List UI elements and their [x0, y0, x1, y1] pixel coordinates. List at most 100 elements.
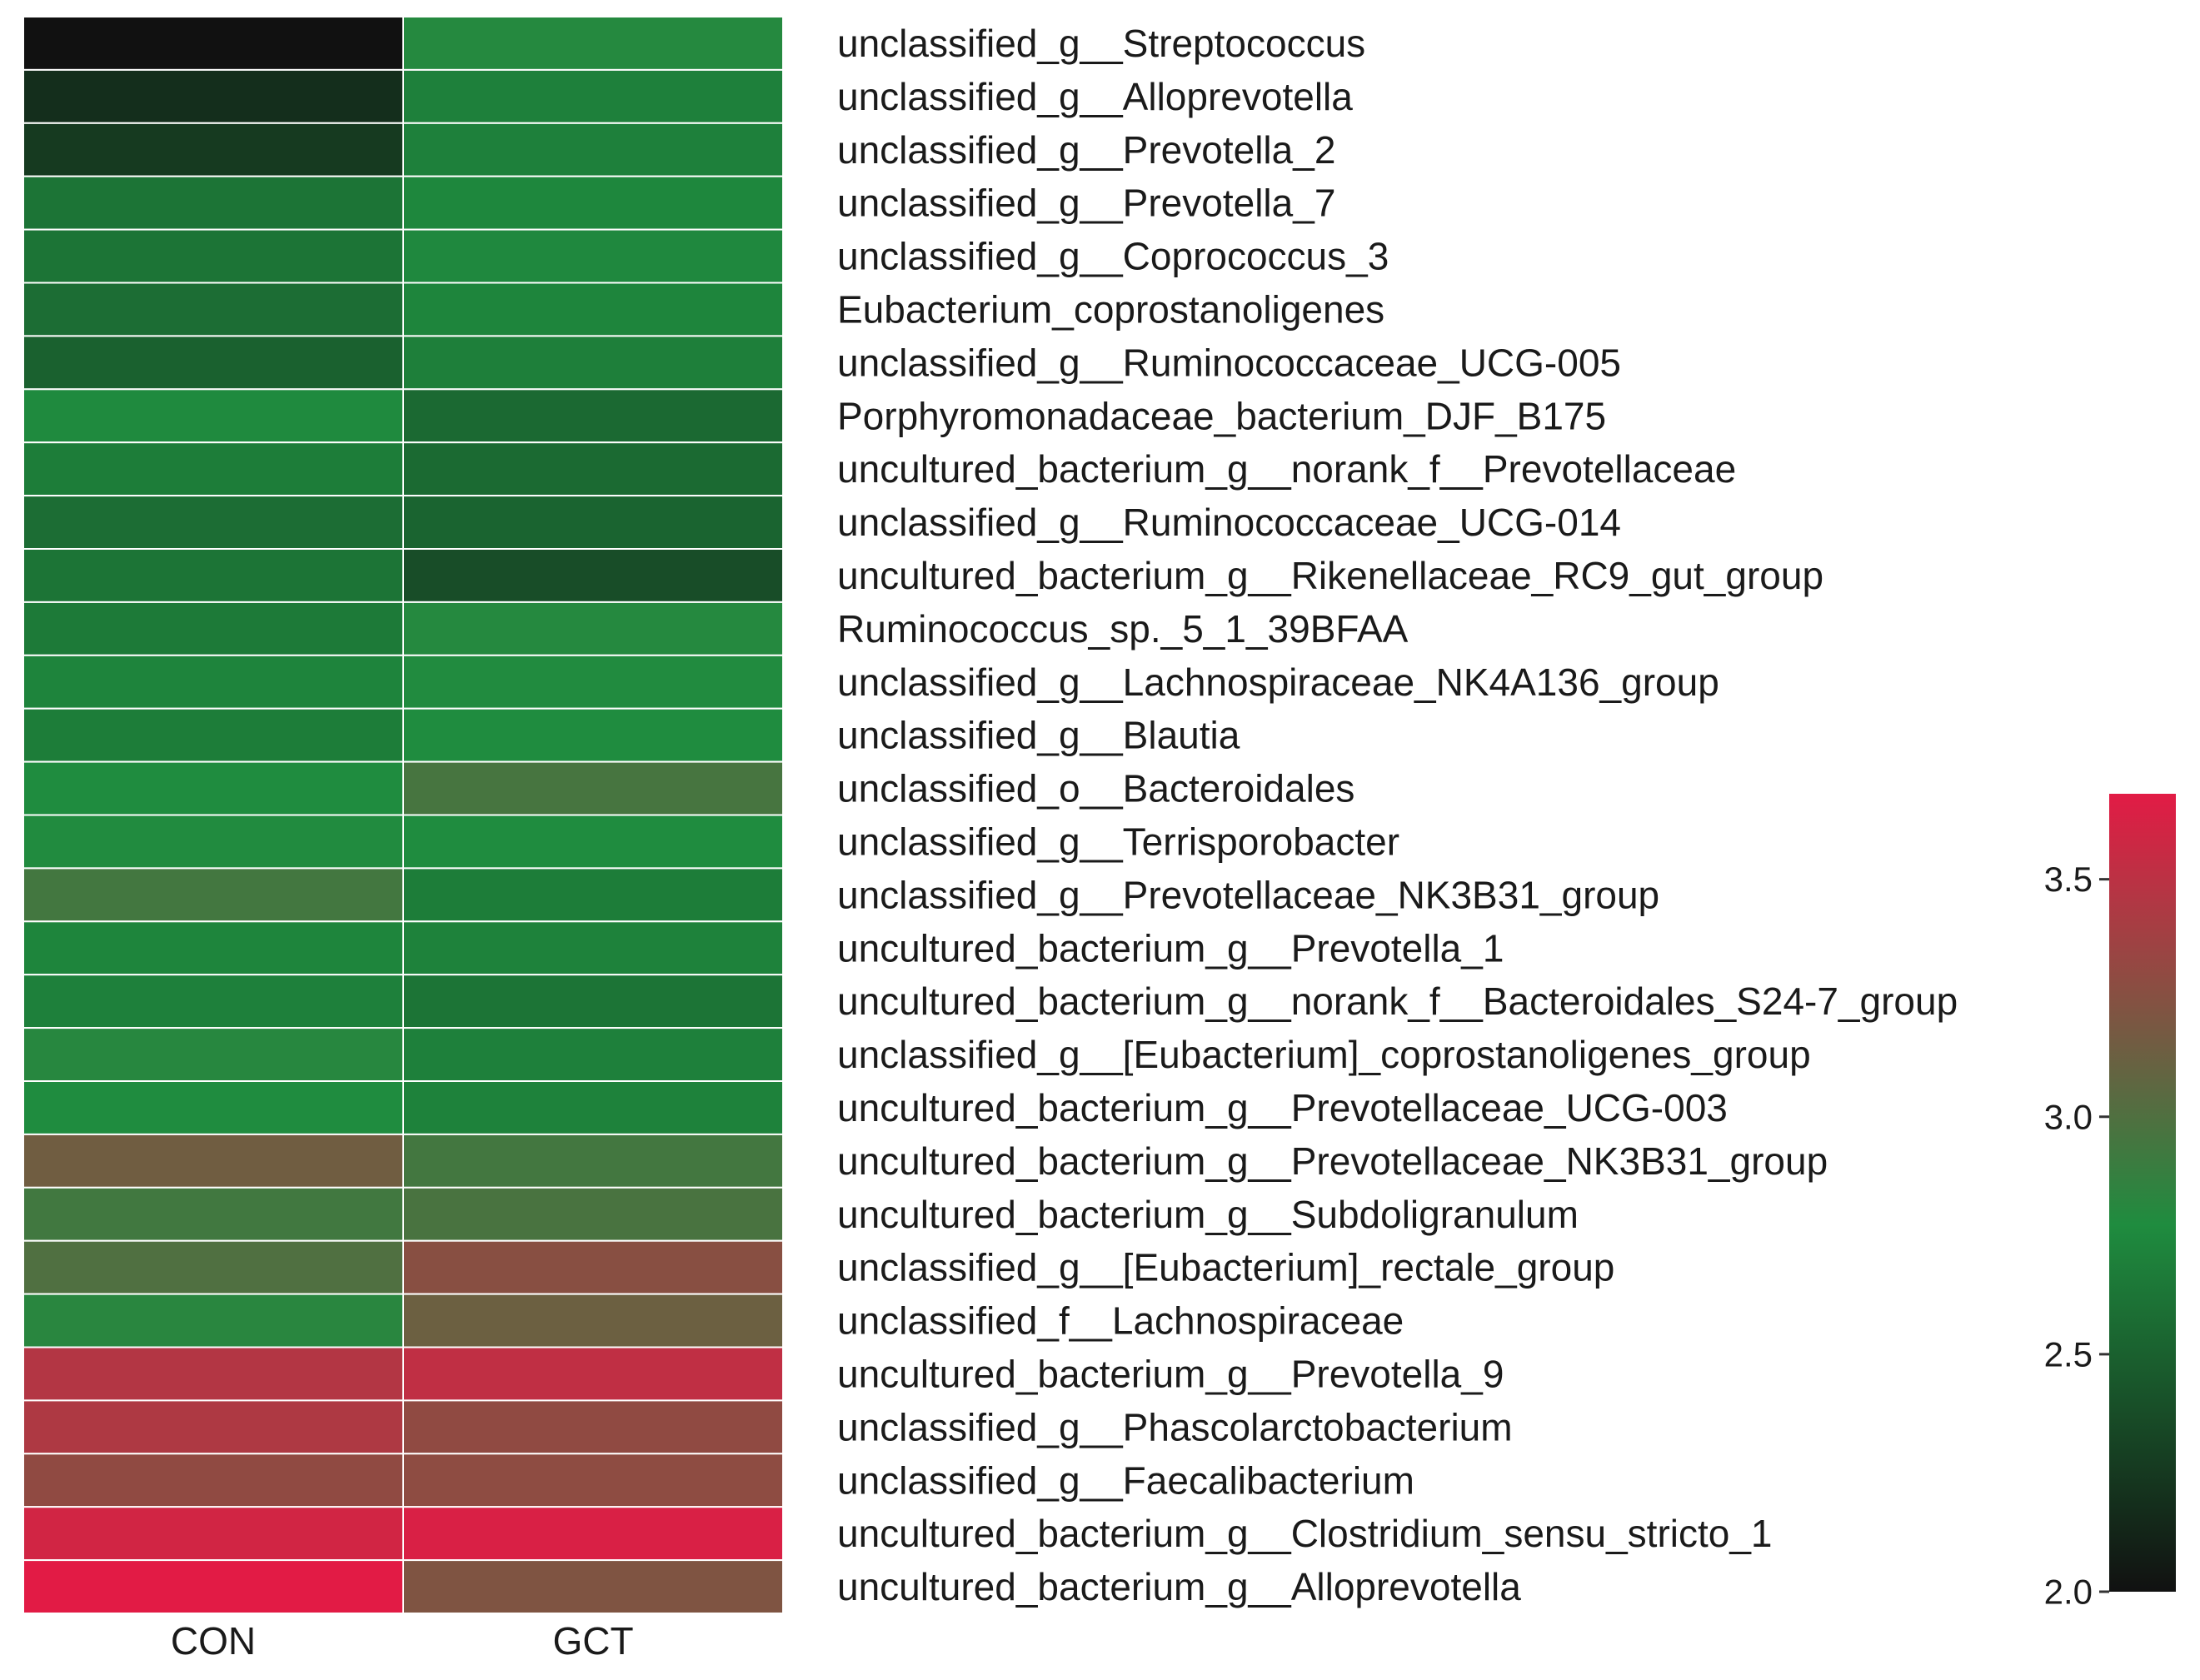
heatmap-cell-gct-row-6 — [402, 282, 784, 337]
heatmap-cell-con-row-19 — [22, 974, 404, 1029]
heatmap-cell-gct-row-16 — [402, 814, 784, 870]
heatmap-cell-gct-row-1 — [402, 16, 784, 71]
row-label: unclassified_g__Ruminococcaceae_UCG-005 — [837, 341, 1621, 384]
row-label: Porphyromonadaceae_bacterium_DJF_B175 — [837, 394, 1606, 437]
heatmap-cell-con-row-1 — [22, 16, 404, 71]
row-label: unclassified_g__Terrisporobacter — [837, 820, 1399, 863]
heatmap-cell-con-row-5 — [22, 228, 404, 284]
row-label: unclassified_g__Streptococcus — [837, 22, 1365, 65]
heatmap-cell-gct-row-18 — [402, 920, 784, 976]
row-label: unclassified_o__Bacteroidales — [837, 767, 1354, 810]
heatmap-cell-con-row-16 — [22, 814, 404, 870]
row-label: unclassified_g__Faecalibacterium — [837, 1458, 1414, 1502]
heatmap-cell-gct-row-12 — [402, 601, 784, 656]
heatmap-cell-gct-row-25 — [402, 1293, 784, 1348]
heatmap-cell-con-row-3 — [22, 122, 404, 177]
heatmap-cell-con-row-26 — [22, 1346, 404, 1402]
heatmap-cell-gct-row-26 — [402, 1346, 784, 1402]
heatmap-cell-con-row-2 — [22, 68, 404, 124]
row-label: unclassified_g__Alloprevotella — [837, 75, 1353, 118]
row-label: unclassified_g__Prevotella_7 — [837, 182, 1335, 225]
heatmap-cell-con-row-12 — [22, 601, 404, 656]
colorbar-tick-label: 3.5 — [2044, 860, 2093, 899]
row-label: uncultured_bacterium_g__Alloprevotella — [837, 1565, 1521, 1608]
row-label: unclassified_g__Lachnospiraceae_NK4A136_… — [837, 661, 1719, 704]
heatmap-cell-con-row-23 — [22, 1186, 404, 1242]
colorbar: 2.0 2.5 3.0 3.5 — [2044, 794, 2176, 1612]
heatmap-cell-gct-row-7 — [402, 335, 784, 391]
heatmap-cell-con-row-11 — [22, 548, 404, 603]
row-label: unclassified_g__Prevotella_2 — [837, 128, 1335, 172]
row-label: unclassified_f__Lachnospiraceae — [837, 1299, 1404, 1343]
row-label: uncultured_bacterium_g__Prevotellaceae_U… — [837, 1086, 1728, 1129]
row-label: unclassified_g__[Eubacterium]_rectale_gr… — [837, 1246, 1614, 1289]
column-label-con: CON — [171, 1619, 256, 1663]
column-labels: CON GCT — [171, 1619, 634, 1663]
row-label: uncultured_bacterium_g__Prevotella_9 — [837, 1352, 1504, 1395]
heatmap-cell-con-row-29 — [22, 1506, 404, 1562]
row-label: uncultured_bacterium_g__Clostridium_sens… — [837, 1512, 1773, 1555]
heatmap-cell-con-row-15 — [22, 760, 404, 816]
heatmap-cell-gct-row-20 — [402, 1027, 784, 1082]
row-label: uncultured_bacterium_g__Rikenellaceae_RC… — [837, 554, 1823, 597]
row-labels: unclassified_g__Streptococcus unclassifie… — [837, 22, 1958, 1608]
heatmap-cell-gct-row-11 — [402, 548, 784, 603]
heatmap-cell-gct-row-13 — [402, 654, 784, 710]
heatmap-cell-con-row-25 — [22, 1293, 404, 1348]
row-label: unclassified_g__Coprococcus_3 — [837, 235, 1389, 278]
row-label: unclassified_g__Blautia — [837, 714, 1240, 757]
heatmap-cell-con-row-6 — [22, 282, 404, 337]
heatmap-cell-con-row-18 — [22, 920, 404, 976]
column-label-gct: GCT — [552, 1619, 633, 1663]
colorbar-tick-label: 2.0 — [2044, 1573, 2093, 1612]
row-label: uncultured_bacterium_g__Prevotella_1 — [837, 926, 1504, 970]
heatmap-cell-con-row-4 — [22, 175, 404, 231]
heatmap-cell-gct-row-10 — [402, 495, 784, 550]
row-label: unclassified_g__Ruminococcaceae_UCG-014 — [837, 501, 1621, 544]
heatmap-cell-con-row-27 — [22, 1399, 404, 1455]
heatmap-cell-gct-row-3 — [402, 122, 784, 177]
heatmap-cell-gct-row-2 — [402, 68, 784, 124]
heatmap-cell-gct-row-4 — [402, 175, 784, 231]
row-label: uncultured_bacterium_g__Subdoligranulum — [837, 1193, 1579, 1236]
heatmap-cell-gct-row-8 — [402, 388, 784, 444]
heatmap-cell-gct-row-17 — [402, 867, 784, 923]
heatmap-cell-gct-row-19 — [402, 974, 784, 1029]
heatmap-cell-con-row-30 — [22, 1559, 404, 1614]
colorbar-ticks: 2.0 2.5 3.0 3.5 — [2044, 860, 2109, 1612]
heatmap-cell-con-row-17 — [22, 867, 404, 923]
row-label: Ruminococcus_sp._5_1_39BFAA — [837, 607, 1409, 651]
heatmap-cell-gct-row-28 — [402, 1453, 784, 1508]
heatmap-cell-con-row-9 — [22, 441, 404, 497]
heatmap-cell-con-row-28 — [22, 1453, 404, 1508]
heatmap-cell-gct-row-24 — [402, 1239, 784, 1295]
heatmap-cell-con-row-13 — [22, 654, 404, 710]
heatmap-cell-gct-row-23 — [402, 1186, 784, 1242]
heatmap-cells — [22, 16, 784, 1614]
heatmap-cell-gct-row-14 — [402, 707, 784, 763]
heatmap-cell-con-row-24 — [22, 1239, 404, 1295]
row-label: unclassified_g__Prevotellaceae_NK3B31_gr… — [837, 873, 1659, 916]
heatmap-cell-gct-row-27 — [402, 1399, 784, 1455]
heatmap-cell-con-row-21 — [22, 1080, 404, 1135]
heatmap-cell-gct-row-21 — [402, 1080, 784, 1135]
heatmap-cell-con-row-20 — [22, 1027, 404, 1082]
heatmap-cell-gct-row-9 — [402, 441, 784, 497]
heatmap-cell-gct-row-30 — [402, 1559, 784, 1614]
heatmap-cell-con-row-22 — [22, 1133, 404, 1189]
row-label: unclassified_g__Phascolarctobacterium — [837, 1405, 1513, 1448]
heatmap-cell-con-row-8 — [22, 388, 404, 444]
colorbar-scale — [2109, 794, 2176, 1592]
row-label: uncultured_bacterium_g__Prevotellaceae_N… — [837, 1139, 1828, 1183]
row-label: unclassified_g__[Eubacterium]_coprostano… — [837, 1033, 1811, 1076]
row-label: Eubacterium_coprostanoligenes — [837, 287, 1384, 331]
colorbar-tick-label: 3.0 — [2044, 1097, 2093, 1136]
heatmap-cell-con-row-14 — [22, 707, 404, 763]
colorbar-tick-label: 2.5 — [2044, 1334, 2093, 1373]
row-label: uncultured_bacterium_g__norank_f__Bacter… — [837, 980, 1958, 1023]
heatmap-cell-gct-row-29 — [402, 1506, 784, 1562]
heatmap-cell-gct-row-22 — [402, 1133, 784, 1189]
row-label: uncultured_bacterium_g__norank_f__Prevot… — [837, 447, 1736, 491]
heatmap-cell-con-row-10 — [22, 495, 404, 550]
